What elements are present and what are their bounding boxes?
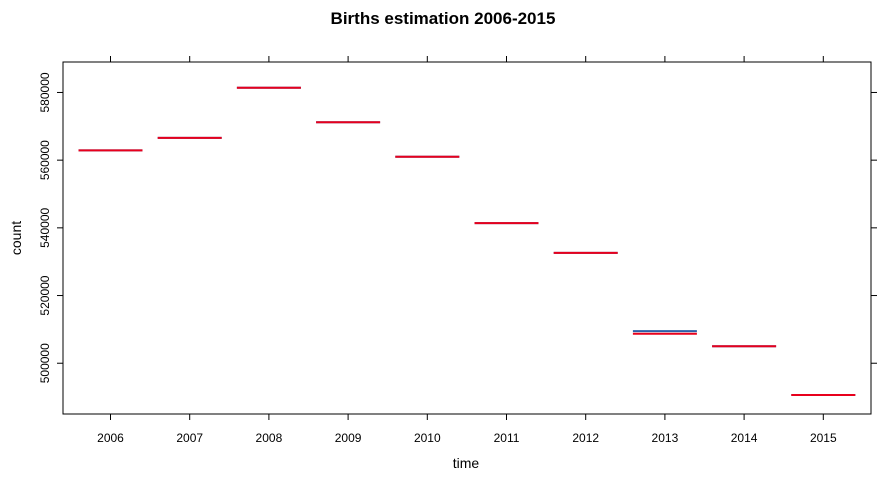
x-tick-label: 2014 bbox=[731, 431, 758, 445]
y-tick-label: 520000 bbox=[38, 275, 52, 315]
y-tick-label: 560000 bbox=[38, 140, 52, 180]
x-tick-label: 2013 bbox=[652, 431, 679, 445]
y-tick-label: 500000 bbox=[38, 343, 52, 383]
x-tick-label: 2008 bbox=[256, 431, 283, 445]
data-segments bbox=[78, 86, 856, 397]
y-axis: 500000 520000 540000 560000 580000 bbox=[38, 72, 877, 383]
x-tick-label: 2007 bbox=[176, 431, 203, 445]
x-tick-label: 2012 bbox=[572, 431, 599, 445]
x-tick-label: 2006 bbox=[97, 431, 124, 445]
x-axis-label: time bbox=[453, 455, 480, 471]
chart-title: Births estimation 2006-2015 bbox=[331, 9, 556, 28]
x-tick-label: 2009 bbox=[335, 431, 362, 445]
x-axis: 2006 2007 2008 2009 2010 2011 2012 2013 2014 2015 bbox=[97, 56, 837, 445]
plot-frame bbox=[62, 61, 872, 415]
x-tick-label: 2011 bbox=[494, 431, 520, 445]
y-axis-label: count bbox=[8, 221, 24, 255]
y-tick-label: 580000 bbox=[38, 72, 52, 112]
x-tick-label: 2010 bbox=[414, 431, 441, 445]
x-tick-label: 2015 bbox=[810, 431, 837, 445]
y-tick-label: 540000 bbox=[38, 208, 52, 248]
